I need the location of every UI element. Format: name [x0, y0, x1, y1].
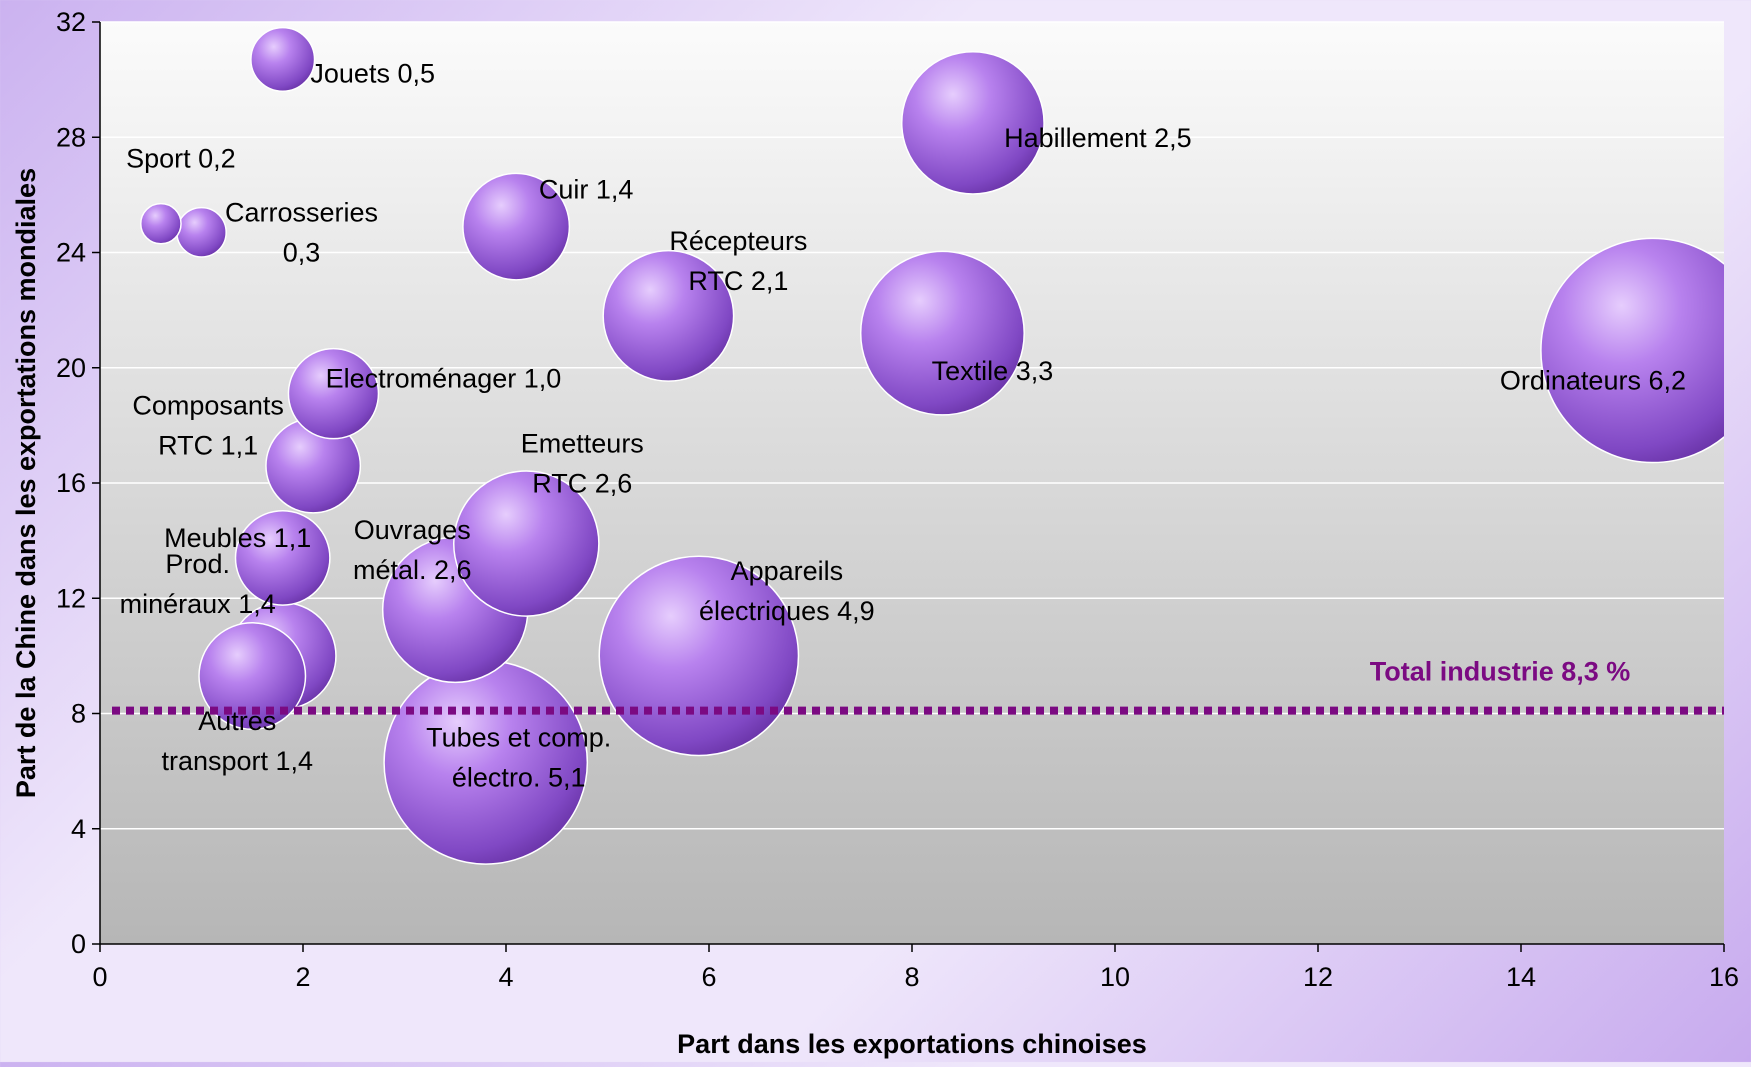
bubble-label: Autres transport 1,4: [161, 706, 313, 776]
bubble-label: Electroménager 1,0: [326, 364, 562, 394]
bubble-label-line: Prod.: [165, 549, 230, 579]
x-axis-title: Part dans les exportations chinoises: [677, 1029, 1147, 1059]
bubble-label: Récepteurs RTC 2,1: [669, 226, 807, 296]
bubble-label-line: Carrosseries: [225, 197, 378, 227]
bubble: [234, 509, 331, 606]
bubble-label: Sport 0,2: [126, 144, 236, 174]
y-tick-label: 24: [56, 238, 86, 268]
x-tick-label: 0: [92, 962, 107, 992]
bubble-label: Textile 3,3: [932, 356, 1054, 386]
y-axis-title: Part de la Chine dans les exportations m…: [11, 168, 41, 798]
x-tick-label: 6: [701, 962, 716, 992]
bubble: [176, 206, 227, 258]
bubble-label: Meubles 1,1: [164, 523, 311, 553]
x-tick-label: 14: [1506, 962, 1536, 992]
bubble-label-line: RTC 1,1: [158, 431, 258, 461]
bubble-label-line: Jouets 0,5: [310, 58, 435, 88]
bubble-label-line: Composants: [132, 391, 284, 421]
bubble-label: Carrosseries 0,3: [225, 197, 378, 267]
bubble-label-line: Habillement 2,5: [1004, 123, 1192, 153]
bubble-label-line: métal. 2,6: [353, 555, 472, 585]
bubble: [900, 50, 1045, 195]
bubble: [198, 622, 307, 731]
bubble: [598, 555, 800, 757]
bubble-label-line: Cuir 1,4: [539, 175, 634, 205]
bubble-label: Jouets 0,5: [310, 58, 435, 88]
y-tick-label: 4: [71, 814, 86, 844]
reference-line-label: Total industrie 8,3 %: [1370, 657, 1631, 687]
bubble-label-line: Ouvrages: [354, 515, 471, 545]
bubble-label: Appareils électriques 4,9: [699, 556, 875, 626]
bubble-label: Ouvrages métal. 2,6: [353, 515, 472, 585]
bubble-label: Ordinateurs 6,2: [1500, 365, 1686, 395]
bubble-label-line: Appareils: [731, 556, 844, 586]
bubble: [462, 172, 571, 281]
bubble: [452, 470, 600, 617]
y-tick-label: 28: [56, 122, 86, 152]
bubble-label-line: Récepteurs: [669, 226, 807, 256]
bubble-label-line: RTC 2,1: [688, 266, 788, 296]
x-tick-label: 16: [1709, 962, 1739, 992]
bubble-label-line: transport 1,4: [161, 746, 313, 776]
bubble-label: Habillement 2,5: [1004, 123, 1192, 153]
bubble-label: Emetteurs RTC 2,6: [521, 429, 644, 499]
x-tick-label: 2: [295, 962, 310, 992]
bubble-label: Composants RTC 1,1: [132, 391, 284, 461]
x-tick-label: 4: [498, 962, 513, 992]
bubble-label-line: Meubles 1,1: [164, 523, 311, 553]
bubble-label-line: Electroménager 1,0: [326, 364, 562, 394]
bubble: [602, 249, 735, 382]
bubble-label-line: minéraux 1,4: [120, 589, 276, 619]
y-tick-label: 32: [56, 7, 86, 37]
bubble-label-line: Textile 3,3: [932, 356, 1054, 386]
x-tick-label: 8: [904, 962, 919, 992]
bubble: [140, 202, 182, 245]
bubble-label-line: électriques 4,9: [699, 596, 875, 626]
bubble-label-line: Ordinateurs 6,2: [1500, 365, 1686, 395]
bubble: [287, 347, 380, 440]
x-tick-label: 12: [1303, 962, 1333, 992]
bubble-label-line: Emetteurs: [521, 429, 644, 459]
x-tick-label: 10: [1100, 962, 1130, 992]
bubble-label-line: Sport 0,2: [126, 144, 236, 174]
bubble-label-line: Tubes et comp.: [426, 722, 611, 752]
bubble-label: Prod. minéraux 1,4: [120, 549, 276, 619]
y-tick-label: 0: [71, 929, 86, 959]
bubble-label-line: RTC 2,6: [532, 469, 632, 499]
y-tick-label: 20: [56, 353, 86, 383]
bubble-label-line: 0,3: [283, 237, 321, 267]
bubble-label: Cuir 1,4: [539, 175, 634, 205]
bubble-label: Tubes et comp. électro. 5,1: [426, 722, 611, 792]
bubble-label-line: Autres: [198, 706, 276, 736]
bubble: [1540, 237, 1724, 464]
label-layer: Sport 0,2 Carrosseries 0,3 Jouets 0,5 Electr…: [120, 58, 1686, 792]
y-tick-label: 12: [56, 583, 86, 613]
refline-layer: Total industrie 8,3 %: [112, 657, 1724, 715]
bubble: [859, 250, 1025, 416]
y-tick-label: 8: [71, 699, 86, 729]
y-tick-label: 16: [56, 468, 86, 498]
bubble-label-line: électro. 5,1: [452, 762, 586, 792]
bubble: [250, 26, 316, 93]
